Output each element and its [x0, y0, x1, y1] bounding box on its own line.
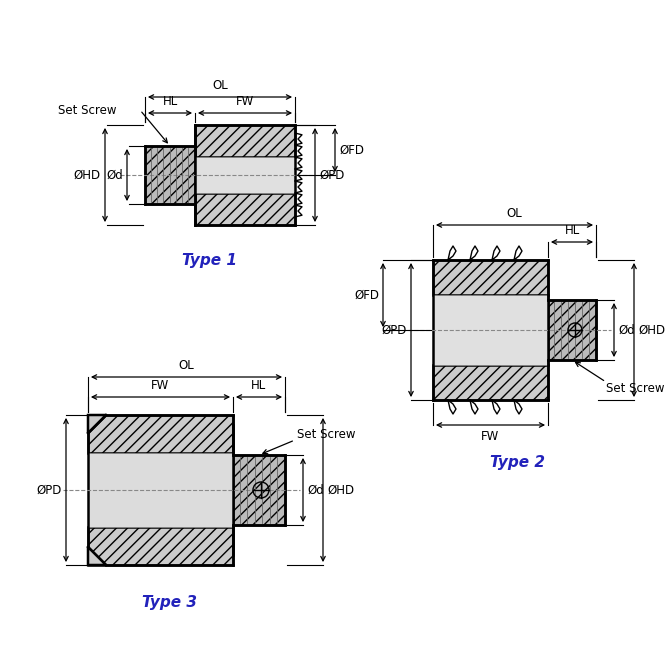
Text: Type 1: Type 1 — [182, 253, 237, 268]
Text: Type 3: Type 3 — [143, 595, 198, 610]
Text: ØFD: ØFD — [354, 289, 379, 302]
Text: OL: OL — [507, 207, 523, 220]
Polygon shape — [88, 415, 106, 433]
Bar — [145, 146, 195, 204]
Bar — [548, 300, 596, 360]
Text: ØFD: ØFD — [339, 143, 364, 157]
Text: ØPD: ØPD — [382, 324, 407, 336]
Bar — [195, 157, 295, 193]
Bar — [433, 260, 548, 295]
Text: FW: FW — [236, 95, 254, 108]
Bar — [88, 527, 233, 565]
Polygon shape — [88, 547, 106, 565]
Text: Set Screw: Set Screw — [58, 103, 117, 117]
Text: Type 2: Type 2 — [490, 455, 545, 470]
Text: HL: HL — [251, 379, 267, 392]
Text: Ød: Ød — [618, 324, 634, 336]
Text: Set Screw: Set Screw — [606, 381, 665, 395]
Text: FW: FW — [481, 430, 500, 443]
Bar — [195, 125, 295, 157]
Bar — [88, 453, 233, 527]
Text: OL: OL — [179, 359, 194, 372]
Text: ØPD: ØPD — [37, 484, 62, 496]
Text: ØHD: ØHD — [327, 484, 354, 496]
Text: ØHD: ØHD — [74, 168, 101, 182]
Text: HL: HL — [564, 224, 580, 237]
Bar — [88, 415, 233, 453]
Text: OL: OL — [212, 79, 228, 92]
Text: ØHD: ØHD — [638, 324, 665, 336]
Text: FW: FW — [151, 379, 170, 392]
Bar — [195, 193, 295, 225]
Text: HL: HL — [162, 95, 178, 108]
Bar — [233, 455, 285, 525]
Bar — [433, 365, 548, 400]
Text: ØPD: ØPD — [319, 168, 344, 182]
Bar — [433, 295, 548, 365]
Text: Ød: Ød — [307, 484, 324, 496]
Text: Ød: Ød — [107, 168, 123, 182]
Text: Set Screw: Set Screw — [297, 429, 356, 442]
